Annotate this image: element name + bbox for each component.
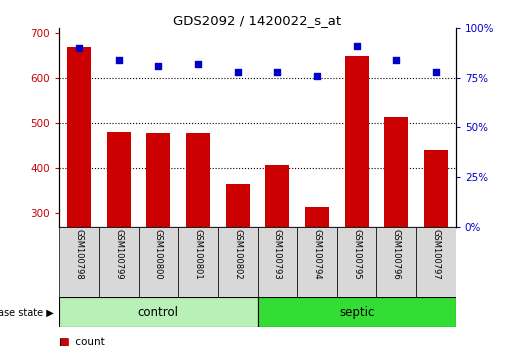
Bar [139, 227, 178, 297]
Text: GSM100797: GSM100797 [432, 229, 440, 279]
Bar [297, 227, 337, 297]
Bar [265, 165, 289, 348]
Bar [218, 227, 258, 297]
Text: GSM100795: GSM100795 [352, 229, 361, 279]
Text: ■: ■ [59, 337, 69, 347]
Point [154, 63, 162, 69]
Text: GSM100802: GSM100802 [233, 229, 242, 279]
Text: GSM100799: GSM100799 [114, 229, 123, 279]
Bar [376, 227, 416, 297]
Text: GSM100793: GSM100793 [273, 229, 282, 279]
Bar [258, 227, 297, 297]
Bar [258, 297, 456, 327]
Bar [67, 47, 91, 348]
Text: GSM100796: GSM100796 [392, 229, 401, 279]
Point [432, 69, 440, 75]
Bar [345, 56, 369, 348]
Title: GDS2092 / 1420022_s_at: GDS2092 / 1420022_s_at [174, 14, 341, 27]
Bar [59, 227, 99, 297]
Point [114, 57, 123, 63]
Point [194, 61, 202, 67]
Point [392, 57, 401, 63]
Text: GSM100794: GSM100794 [313, 229, 321, 279]
Point [75, 45, 83, 51]
Bar [384, 117, 408, 348]
Bar [107, 132, 131, 348]
Point [233, 69, 242, 75]
Point [273, 69, 281, 75]
Text: control: control [138, 306, 179, 319]
Bar [178, 227, 218, 297]
Bar [424, 150, 448, 348]
Text: septic: septic [339, 306, 374, 319]
Point [352, 43, 360, 49]
Text: GSM100801: GSM100801 [194, 229, 202, 279]
Bar [99, 227, 139, 297]
Bar [226, 184, 250, 348]
Bar [416, 227, 456, 297]
Bar [337, 227, 376, 297]
Text: GSM100798: GSM100798 [75, 229, 83, 279]
Bar [59, 297, 258, 327]
Text: GSM100800: GSM100800 [154, 229, 163, 279]
Bar [146, 133, 170, 348]
Text: disease state ▶: disease state ▶ [0, 307, 54, 318]
Bar [186, 133, 210, 348]
Text: ■  count: ■ count [59, 337, 105, 347]
Bar [305, 207, 329, 348]
Point [313, 73, 321, 79]
